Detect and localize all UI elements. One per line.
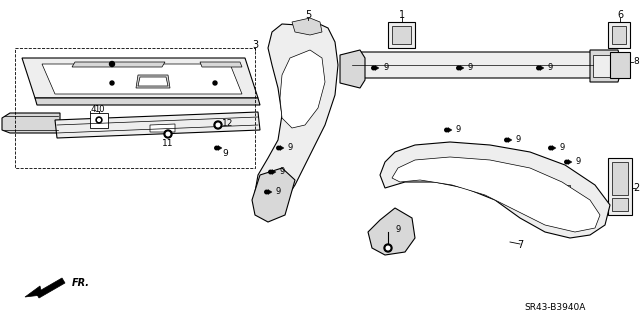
Polygon shape [392, 26, 411, 44]
Circle shape [372, 66, 375, 70]
Text: 6: 6 [617, 10, 623, 20]
Polygon shape [535, 190, 565, 210]
Polygon shape [375, 65, 379, 70]
Circle shape [110, 81, 114, 85]
Polygon shape [55, 112, 260, 138]
Polygon shape [218, 145, 222, 151]
Circle shape [384, 244, 392, 252]
Circle shape [164, 130, 172, 138]
Text: 4: 4 [91, 106, 97, 115]
Text: 9: 9 [383, 63, 388, 72]
Circle shape [98, 119, 100, 121]
Circle shape [216, 123, 220, 127]
Circle shape [109, 62, 115, 66]
Polygon shape [90, 113, 108, 128]
Circle shape [564, 160, 568, 164]
Polygon shape [268, 189, 272, 195]
Polygon shape [22, 58, 258, 98]
Polygon shape [530, 185, 570, 215]
Polygon shape [612, 162, 628, 195]
Polygon shape [42, 64, 242, 94]
Polygon shape [35, 98, 260, 105]
Circle shape [215, 146, 218, 150]
Text: 2: 2 [633, 183, 639, 193]
Circle shape [265, 190, 268, 194]
Polygon shape [540, 65, 544, 70]
Polygon shape [150, 124, 175, 132]
Polygon shape [392, 157, 600, 232]
Text: 9: 9 [516, 136, 521, 145]
Polygon shape [610, 52, 630, 78]
Polygon shape [552, 145, 556, 151]
Circle shape [166, 132, 170, 136]
Text: 9: 9 [456, 125, 461, 135]
Text: 9: 9 [280, 167, 285, 176]
Circle shape [214, 121, 222, 129]
Polygon shape [136, 75, 170, 88]
Circle shape [457, 66, 460, 70]
Polygon shape [593, 55, 616, 77]
Polygon shape [280, 50, 325, 128]
Polygon shape [368, 208, 415, 255]
Circle shape [537, 66, 540, 70]
Text: 11: 11 [163, 138, 173, 147]
Text: 9: 9 [276, 188, 281, 197]
Text: 9: 9 [395, 226, 400, 234]
Polygon shape [612, 198, 628, 211]
Text: 5: 5 [305, 10, 311, 20]
Polygon shape [380, 142, 610, 238]
Circle shape [213, 81, 217, 85]
Text: 9: 9 [468, 63, 473, 72]
Polygon shape [138, 77, 168, 86]
Polygon shape [255, 22, 338, 210]
Polygon shape [36, 278, 65, 298]
Polygon shape [200, 62, 242, 67]
Circle shape [269, 170, 272, 174]
Circle shape [276, 146, 280, 150]
Text: 12: 12 [222, 118, 234, 128]
Text: 7: 7 [517, 240, 523, 250]
Polygon shape [252, 168, 295, 222]
Polygon shape [448, 128, 452, 132]
Circle shape [386, 246, 390, 250]
Polygon shape [25, 286, 42, 297]
Polygon shape [350, 52, 595, 78]
Text: 8: 8 [633, 57, 639, 66]
Polygon shape [612, 26, 626, 44]
Polygon shape [72, 62, 165, 67]
Polygon shape [508, 137, 512, 143]
Circle shape [96, 117, 102, 123]
Polygon shape [340, 50, 365, 88]
Text: 9: 9 [288, 144, 293, 152]
Text: 1: 1 [399, 10, 405, 20]
Text: FR.: FR. [72, 278, 90, 288]
Polygon shape [460, 65, 464, 70]
Text: 9: 9 [548, 63, 553, 72]
Text: SR43-B3940A: SR43-B3940A [524, 303, 586, 313]
Polygon shape [292, 18, 322, 35]
Circle shape [548, 146, 552, 150]
Text: 9: 9 [576, 158, 581, 167]
Text: 9: 9 [222, 149, 228, 158]
Circle shape [445, 128, 448, 132]
Polygon shape [388, 22, 415, 48]
Polygon shape [608, 158, 632, 215]
Polygon shape [568, 160, 572, 165]
Circle shape [505, 138, 508, 142]
Text: 10: 10 [93, 106, 104, 115]
Polygon shape [272, 169, 276, 174]
Polygon shape [608, 22, 630, 48]
Text: 3: 3 [252, 40, 258, 50]
Polygon shape [590, 50, 620, 82]
Polygon shape [2, 113, 60, 133]
Text: 9: 9 [560, 144, 565, 152]
Polygon shape [280, 145, 284, 151]
